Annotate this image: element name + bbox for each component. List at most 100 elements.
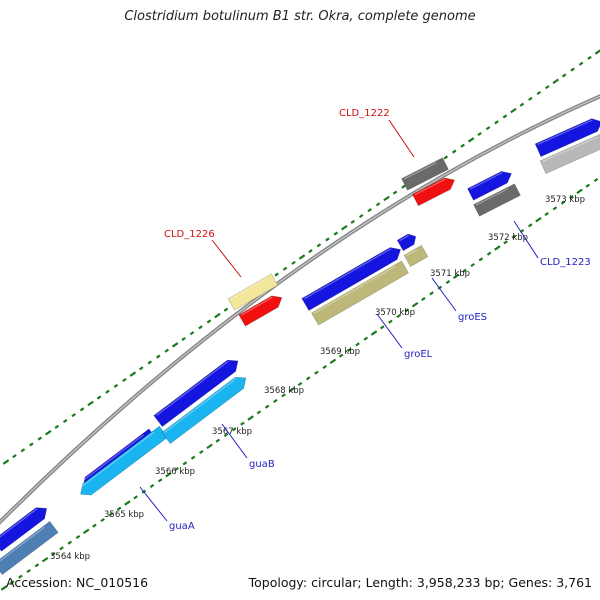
tick-mark [510, 107, 517, 114]
tick-mark [445, 279, 451, 285]
gene-arrow-cld1226 [238, 295, 283, 327]
tick-mark [79, 407, 85, 412]
tick-mark [51, 551, 56, 557]
tick-mark [396, 313, 401, 319]
tick-mark [544, 211, 549, 217]
tick-mark [569, 194, 574, 200]
tick-mark [363, 336, 369, 341]
accession-text: Accession: NC_010516 [6, 575, 149, 590]
gene-arrow-groel-strand-shine [304, 248, 392, 300]
gene-arrow-groes [396, 233, 417, 252]
gene-label-leader [513, 220, 539, 259]
tick-mark [585, 183, 591, 188]
gene-label-leader [431, 277, 457, 312]
scale-tick-label: 3565 kbp [104, 510, 144, 520]
gene-label-cld-1226: CLD_1226 [164, 229, 242, 278]
tick-mark [71, 413, 76, 418]
tick-mark [199, 449, 204, 455]
gene-arrow-steel-shine [0, 526, 45, 564]
tick-mark [181, 336, 186, 342]
tick-mark [308, 249, 313, 254]
tick-mark [392, 190, 398, 195]
gene-arrow-guab-strand [153, 359, 239, 428]
gene-label-groes: groES [431, 277, 487, 323]
tick-mark [341, 224, 348, 231]
tick-mark [511, 234, 517, 239]
tick-mark [282, 266, 288, 271]
tick-mark [467, 137, 475, 143]
gene-arrow-groel-shape [311, 260, 409, 326]
tick-mark [59, 546, 64, 551]
tick-mark [26, 568, 31, 574]
gene-arrow-groes-shape [396, 233, 417, 252]
gene-arrow-guaa-strand-shine [80, 434, 144, 483]
tick-mark [139, 366, 144, 371]
tick-mark [190, 455, 196, 460]
tick-mark [401, 184, 406, 189]
gene-arrow-groel [311, 260, 409, 326]
tick-mark [105, 389, 110, 394]
gene-arrow-cld1222 [412, 177, 456, 207]
tick-mark [247, 415, 254, 421]
tick-mark [503, 240, 508, 245]
tick-mark [124, 500, 131, 506]
gene-arrow-guaa-shine [78, 431, 155, 490]
gene-arrow-cld1226-shine [241, 296, 273, 316]
topology-summary: Topology: circular; Length: 3,958,233 bp… [248, 575, 592, 590]
tick-mark [240, 421, 245, 426]
tick-mark [297, 381, 303, 387]
tick-mark [593, 177, 599, 183]
tick-mark [561, 73, 567, 78]
gene-arrow-blue-topright-shine [537, 119, 593, 145]
tick-mark [536, 90, 542, 96]
tick-mark [519, 102, 525, 107]
tick-mark [198, 325, 203, 330]
tick-mark [404, 308, 410, 313]
tick-mark [411, 301, 419, 308]
tick-mark [45, 429, 52, 436]
tick-mark [223, 307, 229, 312]
tick-mark [527, 223, 533, 228]
tick-mark [347, 347, 352, 353]
tick-mark [155, 354, 161, 359]
gene-arrow-groel-shine [313, 265, 396, 314]
tick-mark [358, 213, 364, 219]
gene-arrow-cld1222-top-shine [403, 162, 437, 180]
tick-mark [20, 448, 26, 453]
tick-mark [41, 556, 49, 563]
tick-mark [214, 312, 221, 319]
tick-mark [87, 400, 94, 407]
tick-mark [147, 360, 153, 365]
gene-label-text: groEL [404, 349, 433, 360]
tick-mark [305, 376, 311, 381]
scale-tick-label: 3564 kbp [50, 552, 90, 562]
tick-mark [594, 49, 600, 55]
tick-mark [67, 540, 73, 545]
tick-mark [325, 237, 330, 242]
scale-tick-label: 3568 kbp [264, 386, 304, 396]
tick-mark [494, 120, 499, 125]
tick-mark [2, 459, 10, 465]
gene-label-leader [211, 239, 242, 278]
tick-mark [477, 131, 482, 137]
tick-mark [462, 268, 467, 273]
gene-arrow-cld1222-top [401, 157, 449, 191]
tick-mark [54, 424, 60, 429]
tick-mark [122, 377, 127, 383]
gene-label-text: guaA [169, 521, 195, 532]
gene-arrow-blue-1-shape [0, 507, 48, 552]
tick-mark [174, 466, 179, 472]
gene-arrow-groes-shine [399, 234, 410, 242]
tick-mark [494, 245, 501, 251]
tick-mark [206, 443, 213, 450]
scale-tick-label: 3571 kbp [430, 269, 470, 279]
gene-arrow-cld1223 [473, 183, 521, 217]
tick-mark [560, 200, 566, 205]
tick-mark [113, 383, 119, 388]
tick-mark [264, 404, 270, 409]
gene-arrow-cld1222-top-shape [401, 157, 449, 191]
gene-arrow-blue-upper-shape [467, 171, 512, 201]
gene-arrow-guaa-shape [80, 425, 169, 496]
gene-label-text: guaB [249, 459, 275, 470]
gene-label-cld-1223: CLD_1223 [513, 220, 591, 268]
